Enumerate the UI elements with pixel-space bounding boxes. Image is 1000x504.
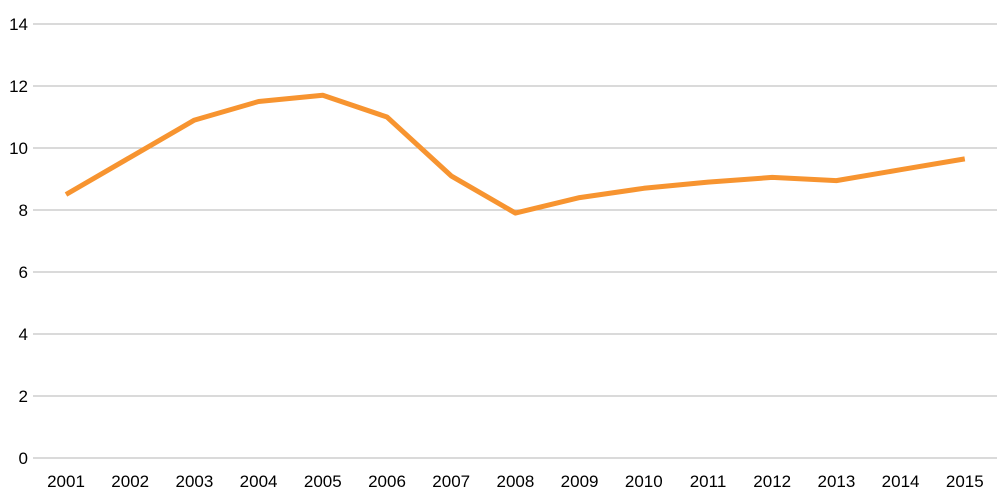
x-axis-tick-label: 2006 (368, 472, 406, 491)
y-axis-tick-label: 6 (19, 263, 28, 282)
x-axis-tick-label: 2014 (882, 472, 920, 491)
x-axis-tick-label: 2007 (432, 472, 470, 491)
x-axis-tick-label: 2012 (753, 472, 791, 491)
x-axis-tick-label: 2001 (47, 472, 85, 491)
x-axis-tick-label: 2013 (817, 472, 855, 491)
x-axis-tick-label: 2005 (304, 472, 342, 491)
x-axis-tick-label: 2015 (946, 472, 984, 491)
x-axis-tick-label: 2002 (111, 472, 149, 491)
y-axis-tick-label: 0 (19, 449, 28, 468)
series-line (64, 92, 966, 216)
y-axis-tick-label: 14 (9, 15, 28, 34)
x-axis-tick-label: 2009 (561, 472, 599, 491)
y-axis-tick-label: 2 (19, 387, 28, 406)
y-axis-tick-label: 10 (9, 139, 28, 158)
y-axis-tick-label: 4 (19, 325, 28, 344)
y-axis-tick-label: 8 (19, 201, 28, 220)
x-axis-tick-label: 2010 (625, 472, 663, 491)
x-axis-tick-label: 2003 (175, 472, 213, 491)
y-axis-tick-label: 12 (9, 77, 28, 96)
x-axis-tick-label: 2004 (240, 472, 278, 491)
x-axis-tick-label: 2008 (496, 472, 534, 491)
x-axis-tick-label: 2011 (690, 472, 727, 491)
